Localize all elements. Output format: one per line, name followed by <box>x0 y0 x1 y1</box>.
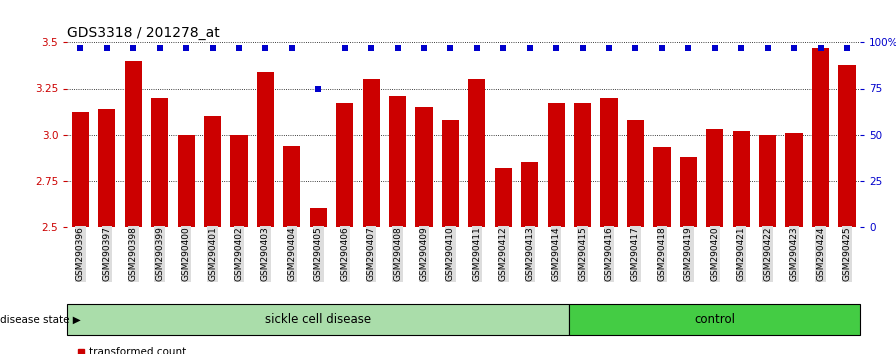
Text: GSM290422: GSM290422 <box>763 227 772 281</box>
Text: GDS3318 / 201278_at: GDS3318 / 201278_at <box>67 26 220 40</box>
Bar <box>67 304 570 335</box>
Bar <box>786 133 803 354</box>
Text: GSM290410: GSM290410 <box>446 227 455 281</box>
Text: GSM290425: GSM290425 <box>842 227 851 281</box>
Bar <box>72 113 89 354</box>
Bar <box>574 103 591 354</box>
Bar <box>495 168 512 354</box>
Text: GSM290411: GSM290411 <box>472 227 481 281</box>
Text: GSM290421: GSM290421 <box>737 227 745 281</box>
Bar <box>204 116 221 354</box>
Bar <box>99 109 116 354</box>
Bar <box>839 64 856 354</box>
Bar <box>257 72 274 354</box>
Text: GSM290412: GSM290412 <box>499 227 508 281</box>
Bar <box>547 103 564 354</box>
Bar <box>416 107 433 354</box>
Text: GSM290424: GSM290424 <box>816 227 825 281</box>
Bar <box>151 98 168 354</box>
Bar <box>363 79 380 354</box>
Text: control: control <box>694 313 736 326</box>
Text: GSM290403: GSM290403 <box>261 227 270 281</box>
Text: GSM290408: GSM290408 <box>393 227 402 281</box>
Text: sickle cell disease: sickle cell disease <box>265 313 371 326</box>
Bar <box>653 147 670 354</box>
Bar <box>680 156 697 354</box>
Bar <box>570 304 860 335</box>
Bar <box>706 129 723 354</box>
Legend: transformed count, percentile rank within the sample: transformed count, percentile rank withi… <box>73 343 269 354</box>
Text: GSM290404: GSM290404 <box>288 227 297 281</box>
Text: GSM290396: GSM290396 <box>76 227 85 281</box>
Text: GSM290415: GSM290415 <box>578 227 587 281</box>
Text: GSM290414: GSM290414 <box>552 227 561 281</box>
Text: GSM290405: GSM290405 <box>314 227 323 281</box>
Text: GSM290417: GSM290417 <box>631 227 640 281</box>
Text: GSM290409: GSM290409 <box>419 227 428 281</box>
Bar <box>600 98 617 354</box>
Bar <box>733 131 750 354</box>
Bar <box>389 96 406 354</box>
Text: GSM290400: GSM290400 <box>182 227 191 281</box>
Text: GSM290413: GSM290413 <box>525 227 534 281</box>
Bar <box>812 48 829 354</box>
Bar <box>125 61 142 354</box>
Bar <box>230 135 247 354</box>
Text: GSM290402: GSM290402 <box>235 227 244 281</box>
Text: GSM290407: GSM290407 <box>366 227 375 281</box>
Bar <box>469 79 486 354</box>
Text: GSM290419: GSM290419 <box>684 227 693 281</box>
Bar <box>310 208 327 354</box>
Bar <box>442 120 459 354</box>
Text: GSM290416: GSM290416 <box>605 227 614 281</box>
Text: GSM290420: GSM290420 <box>711 227 719 281</box>
Text: GSM290418: GSM290418 <box>658 227 667 281</box>
Text: GSM290423: GSM290423 <box>789 227 798 281</box>
Bar <box>283 145 300 354</box>
Text: GSM290398: GSM290398 <box>129 227 138 281</box>
Bar <box>177 135 194 354</box>
Text: disease state ▶: disease state ▶ <box>0 314 81 325</box>
Text: GSM290406: GSM290406 <box>340 227 349 281</box>
Text: GSM290401: GSM290401 <box>208 227 217 281</box>
Bar <box>627 120 644 354</box>
Bar <box>336 103 353 354</box>
Bar <box>759 135 776 354</box>
Text: GSM290399: GSM290399 <box>155 227 164 281</box>
Text: GSM290397: GSM290397 <box>102 227 111 281</box>
Bar <box>521 162 538 354</box>
